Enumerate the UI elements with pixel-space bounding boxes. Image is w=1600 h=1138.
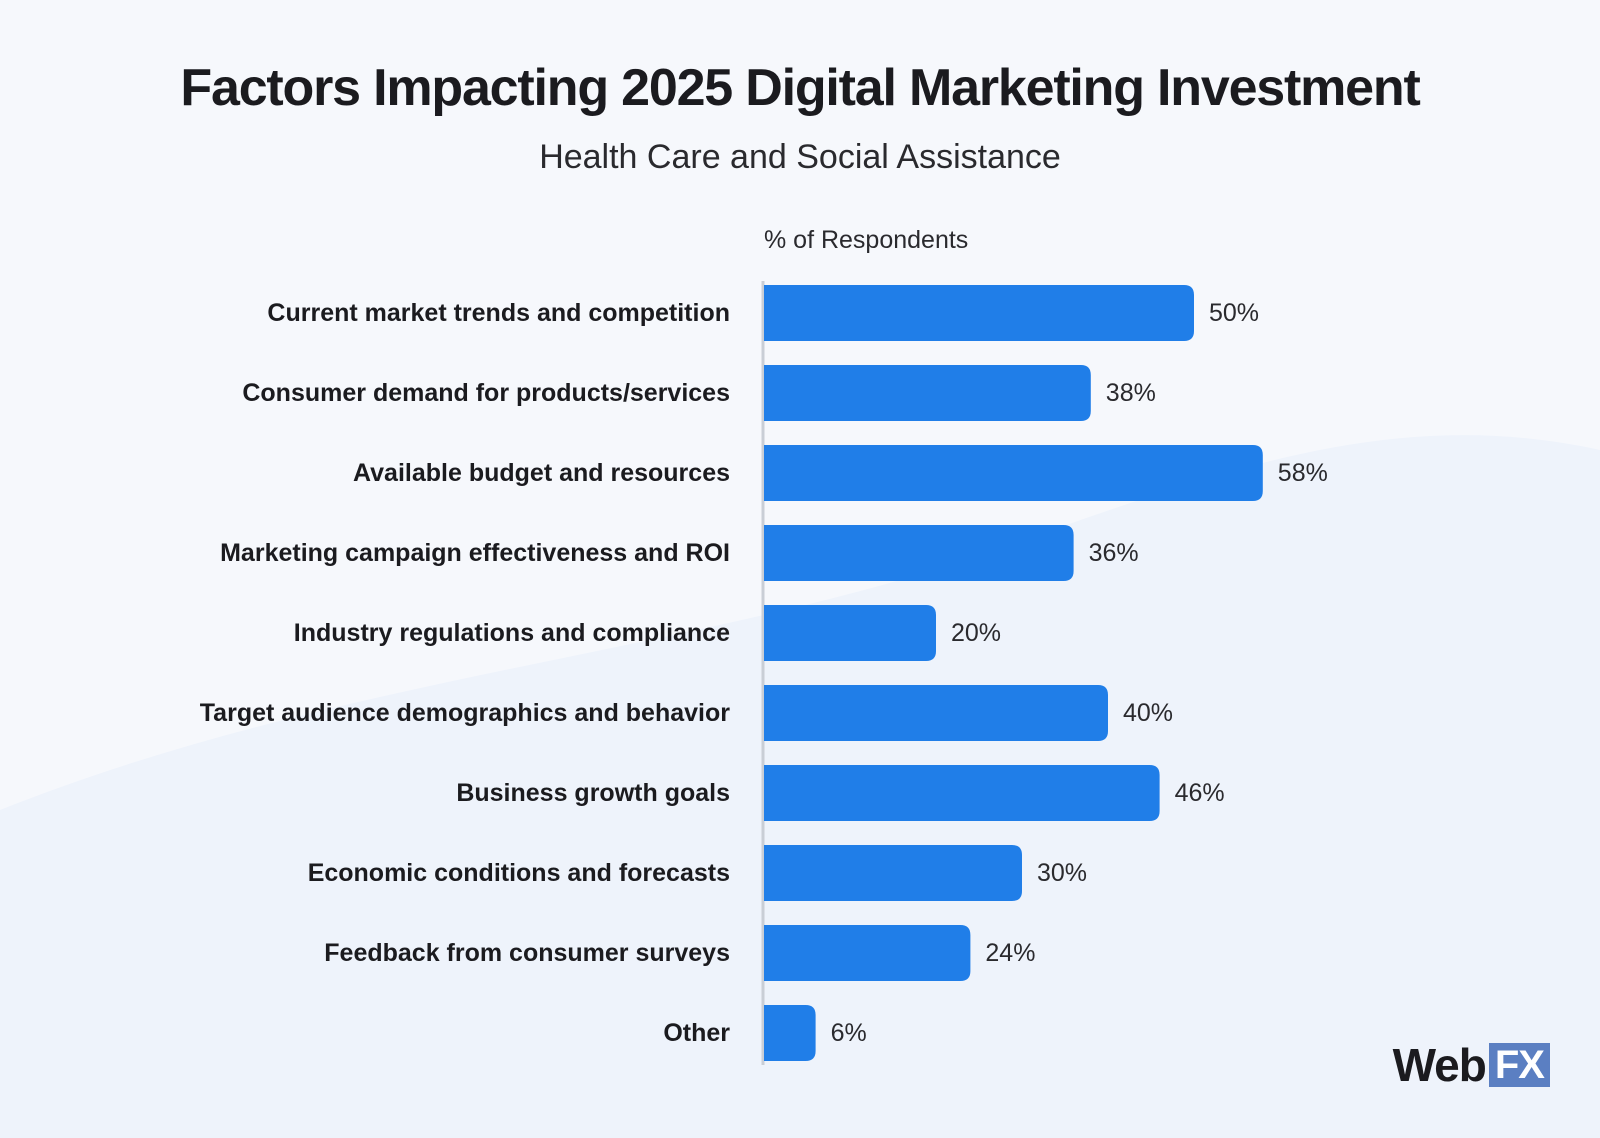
- bar: [764, 845, 1022, 901]
- category-label: Feedback from consumer surveys: [324, 939, 730, 967]
- category-label: Consumer demand for products/services: [242, 379, 730, 407]
- bar: [764, 605, 936, 661]
- category-label: Available budget and resources: [353, 459, 730, 487]
- chart-subtitle: Health Care and Social Assistance: [539, 138, 1061, 176]
- value-label: 50%: [1209, 299, 1259, 327]
- value-label: 20%: [951, 619, 1001, 647]
- category-label: Industry regulations and compliance: [294, 619, 730, 647]
- x-axis-label: % of Respondents: [764, 226, 969, 254]
- category-label: Economic conditions and forecasts: [308, 859, 730, 887]
- category-label: Other: [663, 1019, 730, 1047]
- chart-title: Factors Impacting 2025 Digital Marketing…: [180, 59, 1420, 117]
- value-label: 6%: [831, 1019, 867, 1047]
- bar: [764, 925, 971, 981]
- bar: [764, 445, 1263, 501]
- bar: [764, 285, 1194, 341]
- logo-mark: FX: [1488, 1043, 1550, 1087]
- bar: [764, 685, 1108, 741]
- value-label: 58%: [1278, 459, 1328, 487]
- category-label: Marketing campaign effectiveness and ROI: [220, 539, 730, 567]
- value-label: 40%: [1123, 699, 1173, 727]
- webfx-logo: Web FX: [1393, 1038, 1550, 1092]
- category-label: Current market trends and competition: [267, 299, 730, 327]
- category-label: Business growth goals: [456, 779, 730, 807]
- bar: [764, 365, 1091, 421]
- value-label: 38%: [1106, 379, 1156, 407]
- bar: [764, 1005, 816, 1061]
- bar: [764, 525, 1074, 581]
- logo-word: Web: [1392, 1039, 1487, 1091]
- value-label: 46%: [1175, 779, 1225, 807]
- value-label: 36%: [1089, 539, 1139, 567]
- value-label: 24%: [985, 939, 1035, 967]
- bar: [764, 765, 1160, 821]
- value-label: 30%: [1037, 859, 1087, 887]
- category-label: Target audience demographics and behavio…: [200, 699, 730, 727]
